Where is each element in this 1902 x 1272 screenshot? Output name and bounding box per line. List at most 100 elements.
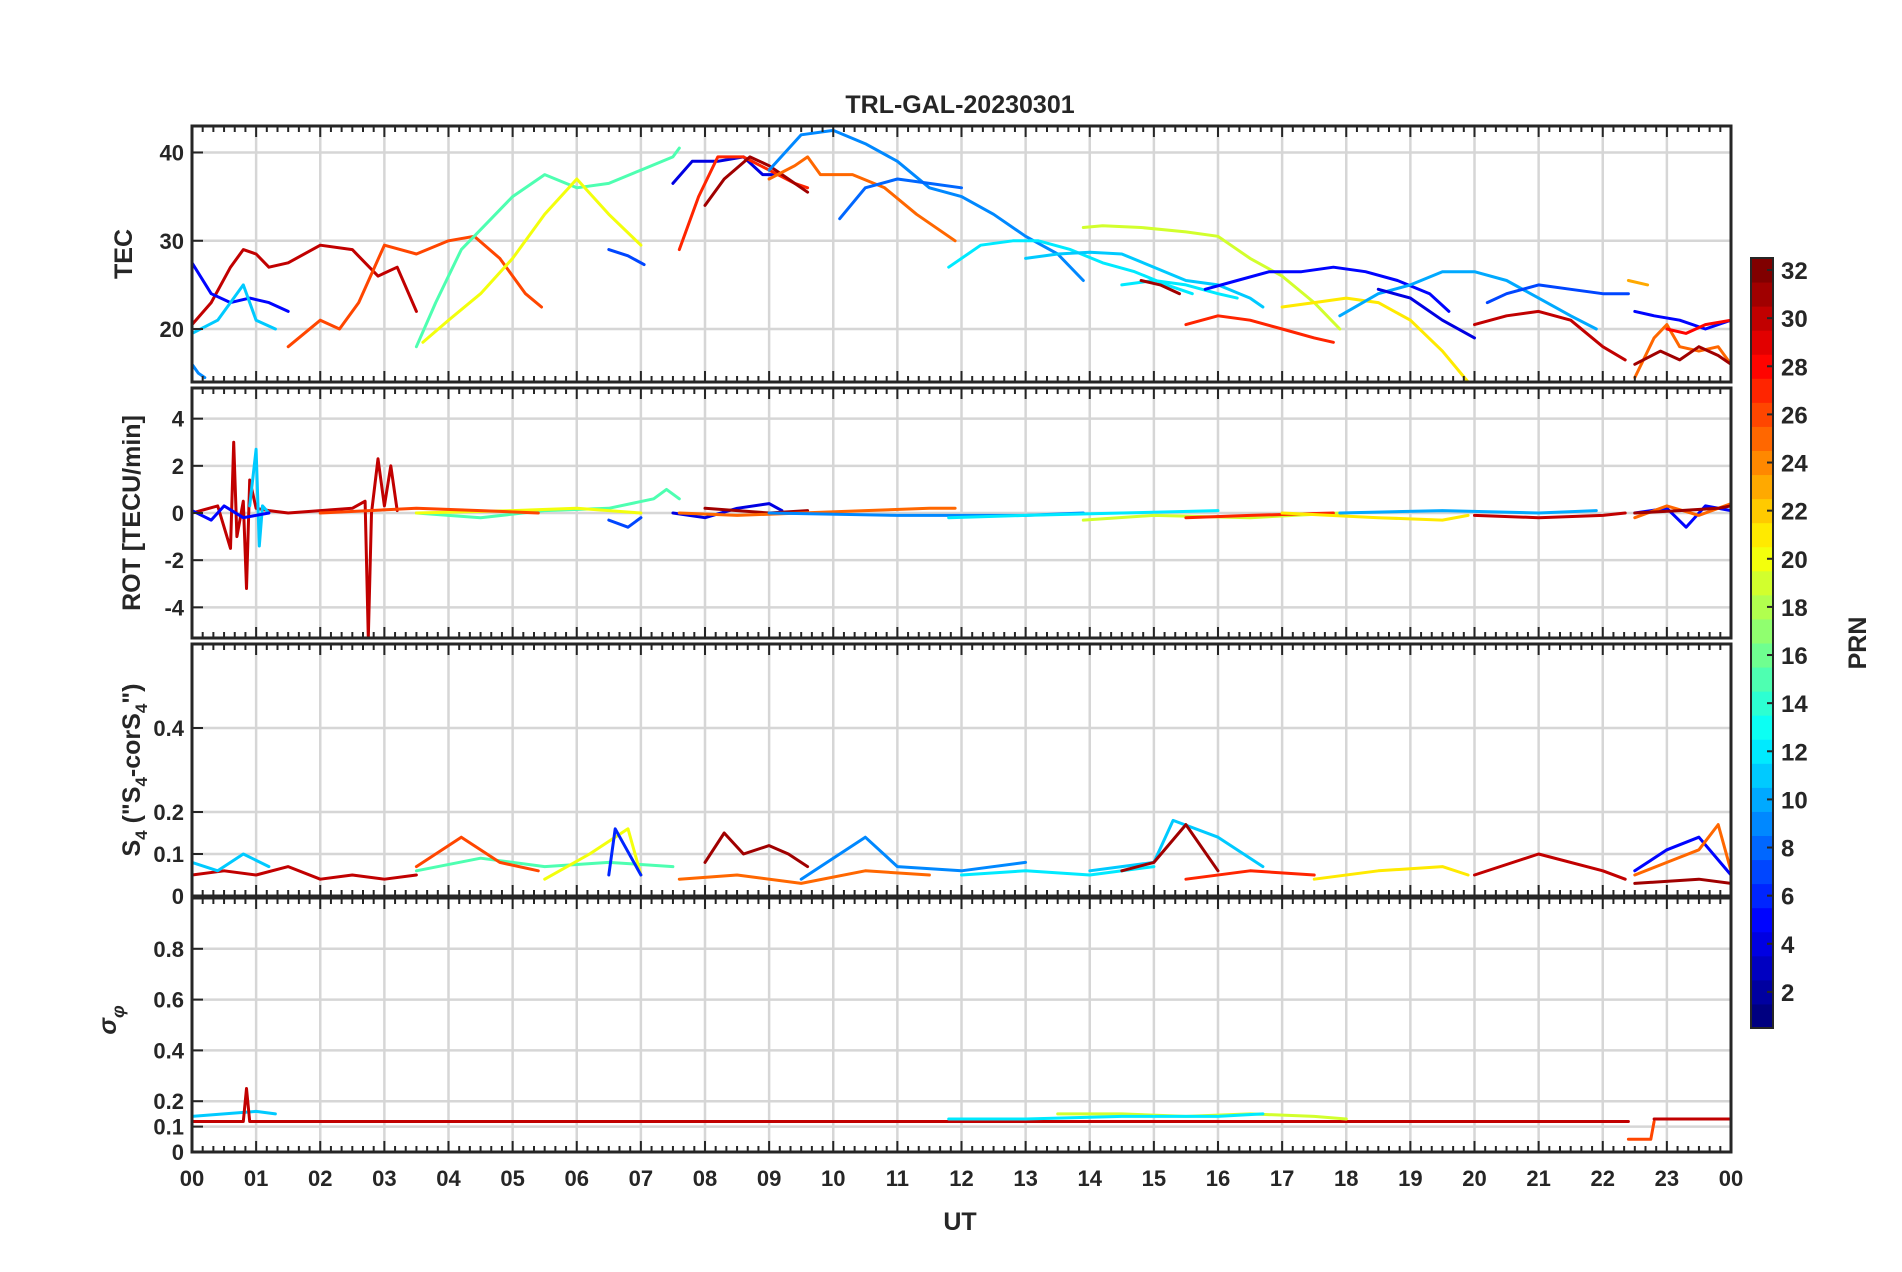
- s4-series-prn-20: [543, 827, 643, 881]
- s4-series-prn-27: [1184, 869, 1316, 881]
- sigma-y-axis-label: σφ: [94, 1005, 128, 1035]
- x-tick-label: 14: [1078, 1166, 1103, 1191]
- rot-series-prn-30: [192, 440, 399, 638]
- colorbar-swatch-prn-7: [1751, 859, 1773, 885]
- colorbar-tick-label: 20: [1781, 547, 1808, 574]
- colorbar-swatch-prn-14: [1751, 691, 1773, 716]
- s4-series-prn-5: [1633, 835, 1731, 877]
- rot-series-prn-10: [1338, 509, 1598, 515]
- tec-series-prn-8: [838, 177, 963, 221]
- x-axis-label: UT: [943, 1208, 976, 1236]
- x-tick-label: 23: [1655, 1166, 1679, 1191]
- tec-y-tick-label: 40: [160, 140, 184, 165]
- sigma-series-prn-30: [192, 1087, 1630, 1123]
- s4-series-prn-31: [1633, 877, 1731, 885]
- colorbar-tick-label: 2: [1781, 980, 1794, 1007]
- rot-series-prn-31: [1633, 504, 1731, 515]
- sigma-y-tick-label: 0.4: [153, 1038, 184, 1063]
- colorbar-tick-label: 6: [1781, 884, 1794, 911]
- sigma-series-group: [192, 1087, 1731, 1141]
- sigma-series-prn-12: [947, 1112, 1265, 1121]
- s4-y-tick-label: 0.4: [153, 716, 184, 741]
- colorbar-swatch-prn-17: [1751, 618, 1773, 644]
- colorbar-tick-label: 32: [1781, 258, 1808, 285]
- colorbar-tick-label: 4: [1781, 932, 1795, 959]
- tec-y-tick-label: 30: [160, 229, 184, 254]
- colorbar-swatch-prn-2: [1751, 979, 1773, 1005]
- s4-series-prn-25: [677, 869, 931, 885]
- colorbar-swatch-prn-11: [1751, 763, 1773, 788]
- tec-series-prn-11: [192, 283, 277, 335]
- colorbar-swatch-prn-27: [1751, 378, 1773, 403]
- rot-series-group: [192, 440, 1731, 638]
- tec-series-prn-31: [1633, 345, 1731, 366]
- sigma-series-prn-11: [192, 1109, 277, 1118]
- x-tick-label: 19: [1398, 1166, 1422, 1191]
- s4-y-tick-label: 0.1: [153, 842, 184, 867]
- rot-series-prn-26: [318, 506, 540, 515]
- rot-series-prn-11: [248, 447, 271, 548]
- tec-series-prn-31: [703, 155, 810, 207]
- tec-series-prn-25: [767, 155, 957, 243]
- rot-y-tick-label: 4: [172, 407, 185, 432]
- x-tick-label: 05: [500, 1166, 524, 1191]
- s4-series-prn-25: [1633, 823, 1731, 877]
- x-tick-label: 01: [244, 1166, 268, 1191]
- colorbar-swatch-prn-9: [1751, 811, 1773, 836]
- s4-series-prn-31: [1120, 823, 1220, 873]
- s4-series-prn-31: [703, 831, 810, 869]
- tec-series-prn-4: [1376, 287, 1476, 340]
- colorbar-swatch-prn-31: [1751, 282, 1773, 307]
- colorbar-tick-label: 14: [1781, 691, 1808, 718]
- colorbar-swatch-prn-8: [1751, 835, 1773, 861]
- colorbar-swatch-prn-22: [1751, 498, 1773, 524]
- x-tick-label: 08: [693, 1166, 717, 1191]
- s4-series-prn-30: [192, 865, 418, 881]
- sigma-y-tick-label: 0.2: [153, 1089, 184, 1114]
- x-tick-label: 07: [629, 1166, 653, 1191]
- tec-series-prn-31: [1139, 279, 1181, 296]
- tec-series-prn-30: [1473, 309, 1627, 362]
- colorbar-swatch-prn-6: [1751, 883, 1773, 909]
- x-tick-label: 06: [565, 1166, 589, 1191]
- tec-y-axis-label: TEC: [110, 229, 138, 279]
- rot-y-axis-label: ROT [TECU/min]: [118, 415, 146, 611]
- x-tick-label: 18: [1334, 1166, 1358, 1191]
- sigma-series-prn-26: [1626, 1120, 1656, 1141]
- tec-series-group: [192, 128, 1731, 382]
- colorbar-swatch-prn-19: [1751, 570, 1773, 596]
- s4-series-prn-9: [799, 835, 1028, 881]
- colorbar-tick-label: 22: [1781, 499, 1808, 526]
- colorbar-swatch-prn-30: [1751, 306, 1773, 331]
- x-tick-label: 11: [886, 1166, 909, 1191]
- panel-rot: -4 -2 0 2 4 ROT [TECU/min]: [118, 386, 1733, 640]
- colorbar-tick-label: 28: [1781, 354, 1808, 381]
- panel-s4: 0 0.1 0.2 0.4S4 ("S4-corS4"): [118, 642, 1733, 909]
- x-tick-label: 09: [757, 1166, 781, 1191]
- tec-series-prn-5: [192, 261, 290, 313]
- x-tick-label: 12: [949, 1166, 973, 1191]
- colorbar-frame: [1750, 257, 1774, 1029]
- tec-series-prn-19: [1081, 224, 1342, 331]
- x-tick-label: 16: [1206, 1166, 1230, 1191]
- colorbar-swatch-prn-10: [1751, 787, 1773, 812]
- s4-series-prn-6: [607, 827, 643, 877]
- colorbar-swatch-prn-21: [1751, 522, 1773, 548]
- tec-series-prn-21: [1280, 296, 1470, 382]
- x-tick-label: 00: [180, 1166, 204, 1191]
- tec-series-prn-7: [1485, 283, 1630, 305]
- s4-series-prn-26: [414, 835, 540, 873]
- colorbar-swatch-prn-13: [1751, 715, 1773, 740]
- tec-series-prn-23: [1626, 279, 1650, 287]
- colorbar-swatch-prn-5: [1751, 907, 1773, 933]
- sigma-y-tick-label: 0.6: [153, 988, 184, 1013]
- colorbar-swatch-prn-26: [1751, 402, 1773, 427]
- s4-y-axis-label: S4 ("S4-corS4"): [118, 684, 151, 857]
- colorbar-swatch-prn-1: [1751, 1003, 1773, 1029]
- colorbar-swatch-prn-23: [1751, 474, 1773, 500]
- sigma-y-tick-label: 0.1: [153, 1115, 184, 1140]
- colorbar-swatch-prn-12: [1751, 739, 1773, 764]
- tec-series-prn-30: [192, 243, 418, 327]
